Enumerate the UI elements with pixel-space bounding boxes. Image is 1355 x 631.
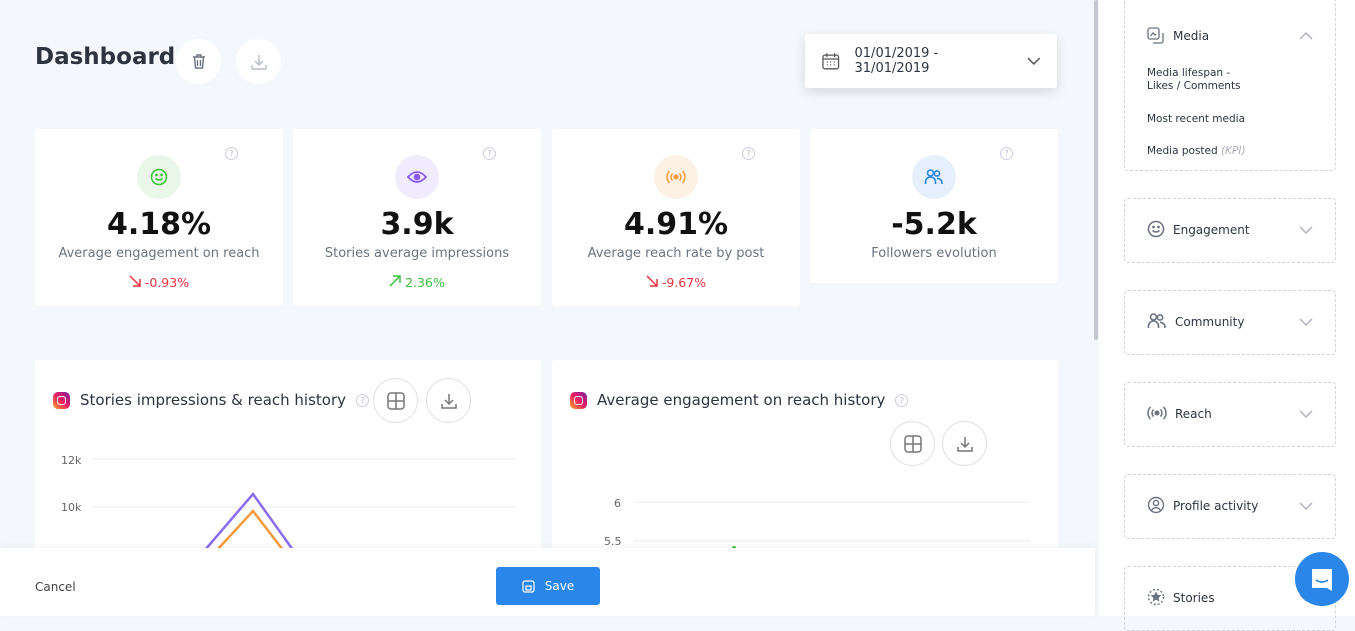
smile-icon <box>1147 220 1165 241</box>
card-title: Average engagement on reach history <box>597 391 886 409</box>
series-reach-line <box>216 509 284 551</box>
trend-down-icon <box>646 275 658 287</box>
sidebar-item-media-lifespan[interactable]: Media lifespan - Likes / Comments <box>1147 67 1241 92</box>
help-icon[interactable]: ? <box>742 147 755 160</box>
trend-up-icon <box>389 275 401 287</box>
sidebar-item-most-recent-media[interactable]: Most recent media <box>1147 113 1246 125</box>
sidebar: Media Media lifespan - Likes / Comments … <box>1099 0 1355 631</box>
trend-down-icon <box>129 275 141 287</box>
kpi-label: Followers evolution <box>871 246 997 261</box>
stories-icon <box>1147 588 1165 609</box>
sidebar-section-media[interactable]: Media Media lifespan - Likes / Comments … <box>1124 0 1336 171</box>
help-icon[interactable]: ? <box>895 393 909 407</box>
table-view-button[interactable] <box>890 421 935 466</box>
footer-bar: Cancel Save <box>0 548 1095 616</box>
delete-button[interactable] <box>176 39 221 84</box>
sidebar-section-engagement[interactable]: Engagement <box>1124 198 1336 263</box>
save-button[interactable]: Save <box>496 567 600 605</box>
smile-icon <box>137 155 181 199</box>
scrollbar[interactable] <box>1094 0 1098 340</box>
kpi-label: Average reach rate by post <box>587 246 765 261</box>
kpi-value: 4.91% <box>623 207 729 242</box>
grid-icon <box>903 434 922 453</box>
kpi-value: -5.2k <box>891 207 977 242</box>
kpi-card: ? -5.2k Followers evolution <box>810 129 1058 283</box>
chart-download-button[interactable] <box>942 421 987 466</box>
download-button[interactable] <box>236 39 281 84</box>
kpi-value: 3.9k <box>380 207 454 242</box>
kpi-change: 2.36% <box>293 275 541 290</box>
grid-icon <box>386 391 405 410</box>
page-title: Dashboard <box>35 44 176 70</box>
chevron-down-icon[interactable] <box>1299 502 1313 510</box>
kpi-label: Average engagement on reach <box>58 246 260 261</box>
table-view-button[interactable] <box>373 378 418 423</box>
date-range-picker[interactable]: 01/01/2019 - 31/01/2019 <box>805 34 1057 88</box>
broadcast-icon <box>1147 405 1167 424</box>
calendar-icon <box>822 53 840 70</box>
stories-impressions-reach-card: Stories impressions & reach history? 12k… <box>35 360 541 560</box>
chat-launcher-button[interactable] <box>1295 552 1349 606</box>
help-icon[interactable]: ? <box>483 147 496 160</box>
chevron-down-icon <box>1027 57 1041 65</box>
kpi-card: ? 4.91% Average reach rate by post -9.67… <box>552 129 800 306</box>
y-tick: 12k <box>61 454 82 467</box>
kpi-change: -0.93% <box>35 275 283 290</box>
sidebar-section-profile-activity[interactable]: Profile activity <box>1124 474 1336 539</box>
cancel-button[interactable]: Cancel <box>35 580 76 594</box>
download-icon <box>440 393 457 409</box>
user-circle-icon <box>1147 496 1165 517</box>
impressions-chart: 12k 10k <box>61 454 515 551</box>
sidebar-section-reach[interactable]: Reach <box>1124 382 1336 447</box>
chart-download-button[interactable] <box>426 378 471 423</box>
help-icon[interactable]: ? <box>225 147 238 160</box>
help-icon[interactable]: ? <box>1000 147 1013 160</box>
y-tick: 6 <box>614 497 621 510</box>
sidebar-item-media-posted[interactable]: Media posted (KPI) <box>1147 145 1246 157</box>
engagement-history-card: Average engagement on reach history? 6 5… <box>552 360 1058 560</box>
y-tick: 10k <box>61 501 82 514</box>
kpi-label: Stories average impressions <box>324 246 510 261</box>
chevron-up-icon[interactable] <box>1299 32 1313 40</box>
eye-icon <box>395 155 439 199</box>
kpi-card: ? 4.18% Average engagement on reach -0.9… <box>35 129 283 306</box>
chevron-down-icon[interactable] <box>1299 318 1313 326</box>
users-icon <box>1147 312 1167 333</box>
y-tick: 5.5 <box>604 535 622 548</box>
kpi-value: 4.18% <box>106 207 212 242</box>
card-title: Stories impressions & reach history <box>80 391 346 409</box>
instagram-icon <box>53 391 70 409</box>
download-icon <box>956 436 973 452</box>
trash-icon <box>192 54 205 69</box>
broadcast-icon <box>654 155 698 199</box>
help-icon[interactable]: ? <box>356 393 369 407</box>
chevron-down-icon[interactable] <box>1299 226 1313 234</box>
download-icon <box>250 54 267 70</box>
kpi-card: ? 3.9k Stories average impressions 2.36% <box>293 129 541 306</box>
instagram-icon <box>570 391 587 409</box>
chat-icon <box>1312 569 1332 591</box>
kpi-change: -9.67% <box>552 275 800 290</box>
series-impressions-line <box>204 491 295 551</box>
sidebar-section-community[interactable]: Community <box>1124 290 1336 355</box>
chevron-down-icon[interactable] <box>1299 410 1313 418</box>
users-icon <box>912 155 956 199</box>
media-icon <box>1147 27 1164 44</box>
main-content: Dashboard 01/01/2019 - 31/01/2019 ? 4.18… <box>0 34 1095 616</box>
save-icon <box>522 579 535 593</box>
date-range-value: 01/01/2019 - 31/01/2019 <box>854 46 939 76</box>
